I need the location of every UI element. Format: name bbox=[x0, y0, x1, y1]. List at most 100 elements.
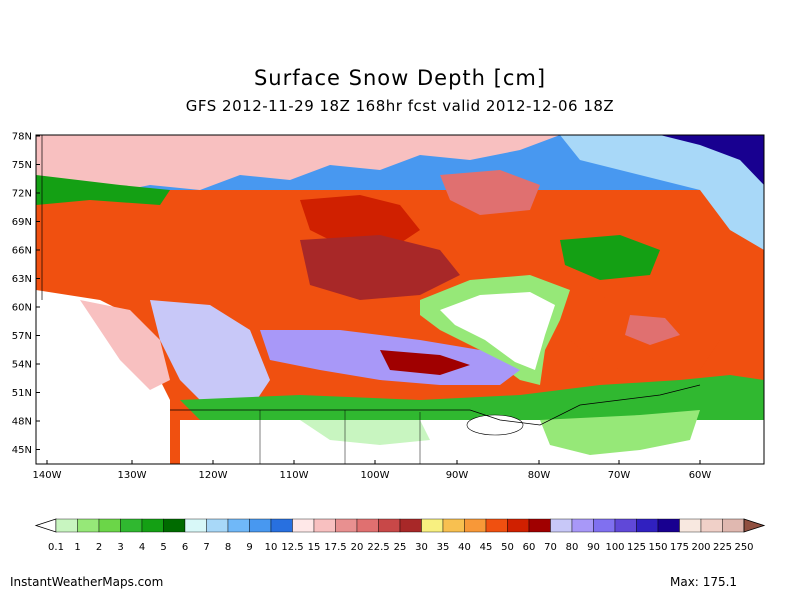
legend-label: 90 bbox=[587, 542, 600, 553]
color-legend: 0.1 1 2 3 4 5 6 7 8 9 10 12.5 15 17.5 20 22.5 25 30 35 40 45… bbox=[34, 518, 766, 553]
legend-swatch bbox=[464, 518, 487, 533]
legend-swatch bbox=[614, 518, 637, 533]
lat-tick-label: 72N bbox=[12, 189, 32, 200]
legend-label: 35 bbox=[437, 542, 450, 553]
lat-tick-label: 75N bbox=[12, 160, 32, 171]
legend-label: 80 bbox=[566, 542, 579, 553]
us-canada-border-east bbox=[469, 384, 701, 426]
max-label: Max: bbox=[670, 575, 699, 589]
map-field bbox=[36, 135, 764, 464]
legend-swatch bbox=[442, 518, 465, 533]
legend-label: 6 bbox=[182, 542, 188, 553]
max-value: 175.1 bbox=[702, 575, 738, 589]
legend-swatch bbox=[227, 518, 250, 533]
lon-tick-label: 140W bbox=[33, 470, 62, 481]
legend-label: 10 bbox=[265, 542, 278, 553]
lat-tick-label: 69N bbox=[12, 217, 32, 228]
legend-label: 100 bbox=[605, 542, 624, 553]
longitude-axis: 140W 130W 120W 110W 100W 90W 80W 70W 60W bbox=[33, 460, 712, 481]
lat-tick-label: 45N bbox=[12, 445, 32, 456]
lat-tick-label: 66N bbox=[12, 246, 32, 257]
legend-label: 45 bbox=[480, 542, 493, 553]
legend-label: 12.5 bbox=[281, 542, 303, 553]
prairie-deep-red bbox=[380, 350, 470, 375]
max-value-readout: Max: 175.1 bbox=[670, 575, 737, 589]
legend-label: 9 bbox=[246, 542, 252, 553]
legend-label: 30 bbox=[415, 542, 428, 553]
legend-label: 3 bbox=[117, 542, 123, 553]
latitude-axis: 78N 75N 72N 69N 66N 63N 60N 57N 54N 51N 48N 45N bbox=[12, 132, 40, 456]
legend-arrow-right bbox=[743, 518, 766, 533]
legend-label: 2 bbox=[96, 542, 102, 553]
legend-swatch bbox=[485, 518, 508, 533]
legend-label: 7 bbox=[203, 542, 209, 553]
legend-swatch bbox=[507, 518, 530, 533]
legend-swatch bbox=[313, 518, 336, 533]
state-lines bbox=[259, 410, 421, 464]
legend-arrow-left bbox=[34, 518, 57, 533]
legend-label: 70 bbox=[544, 542, 557, 553]
nwt-dark-red bbox=[300, 235, 460, 300]
legend-swatch bbox=[593, 518, 616, 533]
lat-tick-label: 57N bbox=[12, 331, 32, 342]
lon-tick-label: 120W bbox=[199, 470, 228, 481]
legend-swatch bbox=[550, 518, 573, 533]
legend-swatch bbox=[120, 518, 143, 533]
legend-label: 200 bbox=[691, 542, 710, 553]
legend-swatch bbox=[206, 518, 229, 533]
greenland-blue bbox=[560, 135, 764, 250]
legend-label: 125 bbox=[627, 542, 646, 553]
legend-label: 60 bbox=[523, 542, 536, 553]
rockies-lilac bbox=[150, 300, 270, 410]
legend-label: 4 bbox=[139, 542, 145, 553]
legend-swatch bbox=[636, 518, 659, 533]
legend-swatch bbox=[722, 518, 745, 533]
legend-label: 22.5 bbox=[367, 542, 389, 553]
legend-swatch bbox=[55, 518, 78, 533]
legend-swatch bbox=[98, 518, 121, 533]
legend-label: 17.5 bbox=[324, 542, 346, 553]
legend-label: 250 bbox=[734, 542, 753, 553]
lon-tick-label: 60W bbox=[689, 470, 712, 481]
lon-tick-label: 70W bbox=[608, 470, 631, 481]
legend-swatch bbox=[249, 518, 272, 533]
lat-tick-label: 48N bbox=[12, 417, 32, 428]
lat-tick-label: 51N bbox=[12, 388, 32, 399]
map-frame bbox=[35, 134, 765, 465]
legend-label: 25 bbox=[394, 542, 407, 553]
lon-tick-label: 100W bbox=[361, 470, 390, 481]
great-lakes bbox=[466, 414, 524, 436]
legend-label: 40 bbox=[458, 542, 471, 553]
legend-label: 50 bbox=[501, 542, 514, 553]
legend-swatch bbox=[163, 518, 186, 533]
legend-label: 8 bbox=[225, 542, 231, 553]
legend-swatch bbox=[356, 518, 379, 533]
arctic-island-pink bbox=[440, 170, 540, 215]
legend-label: 1 bbox=[74, 542, 80, 553]
legend-label: 5 bbox=[160, 542, 166, 553]
legend-swatch bbox=[292, 518, 315, 533]
lat-tick-label: 54N bbox=[12, 360, 32, 371]
legend-swatch bbox=[700, 518, 723, 533]
legend-label: 225 bbox=[713, 542, 732, 553]
lon-tick-label: 90W bbox=[446, 470, 469, 481]
legend-label: 20 bbox=[351, 542, 364, 553]
usa-light-green bbox=[300, 420, 430, 445]
legend-swatch bbox=[528, 518, 551, 533]
arctic-pink-ice bbox=[36, 135, 560, 195]
bc-coast-pink bbox=[80, 300, 170, 390]
new-england-green bbox=[540, 410, 700, 455]
legend-swatch bbox=[335, 518, 358, 533]
legend-label: 15 bbox=[308, 542, 321, 553]
lon-tick-label: 80W bbox=[528, 470, 551, 481]
legend-swatch bbox=[270, 518, 293, 533]
baffin-green bbox=[560, 235, 660, 280]
map-title: Surface Snow Depth [cm] bbox=[253, 66, 547, 90]
arctic-island-red bbox=[300, 195, 420, 250]
lat-tick-label: 63N bbox=[12, 274, 32, 285]
map-subtitle: GFS 2012-11-29 18Z 168hr fcst valid 2012… bbox=[185, 97, 615, 115]
legend-swatch bbox=[657, 518, 680, 533]
lat-tick-label: 78N bbox=[12, 132, 32, 143]
greenland-ice-cap bbox=[660, 135, 764, 185]
